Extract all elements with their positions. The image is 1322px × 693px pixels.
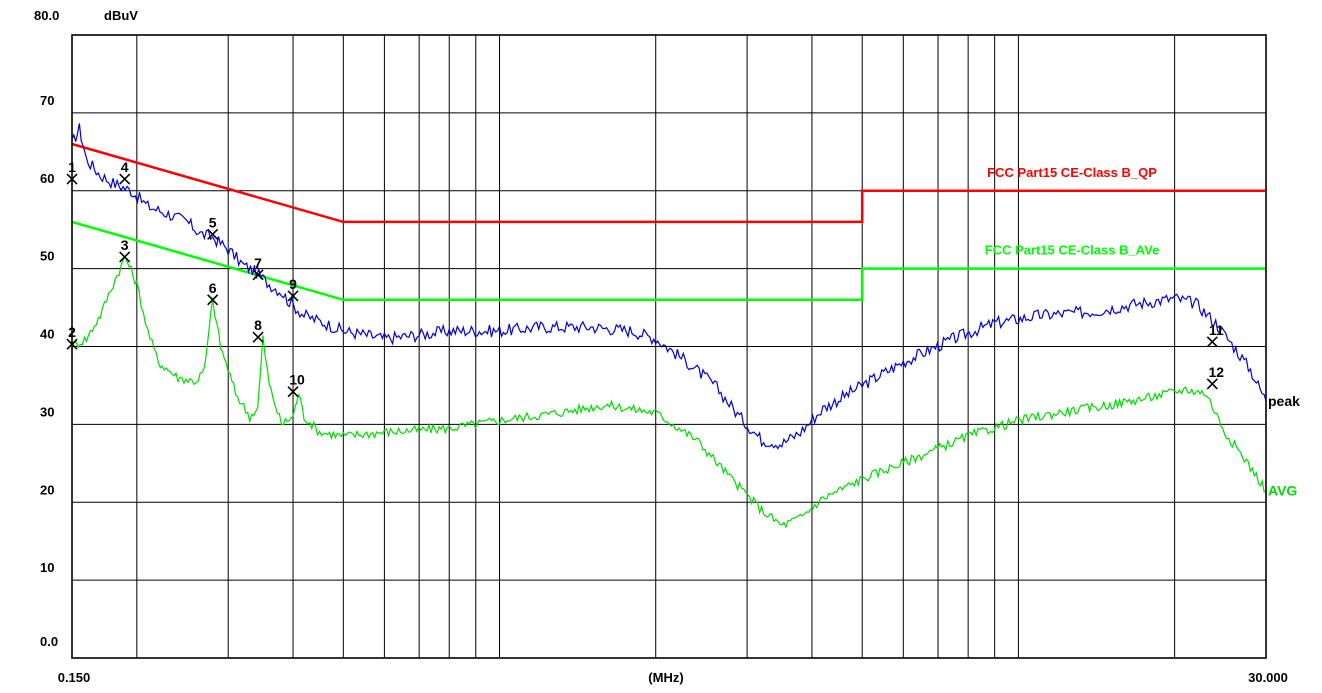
marker-label: 5	[209, 214, 217, 230]
marker-label: 6	[209, 280, 217, 296]
limit-line-qp	[72, 144, 1266, 222]
y-tick-label: 70	[40, 93, 54, 108]
limit-label-avg: FCC Part15 CE-Class B_AVe	[985, 243, 1160, 258]
x-tick-min: 0.150	[58, 670, 91, 685]
y-tick-label: 20	[40, 482, 54, 497]
marker-label: 3	[121, 237, 129, 253]
marker-label: 10	[289, 372, 305, 388]
y-unit-label: dBuV	[104, 8, 138, 23]
marker-label: 7	[254, 255, 262, 271]
limit-lines: FCC Part15 CE-Class B_QP FCC Part15 CE-Cl…	[72, 144, 1266, 300]
y-tick-label: 60	[40, 171, 54, 186]
marker-label: 12	[1209, 364, 1225, 380]
x-tick-max: 30.000	[1248, 670, 1288, 685]
marker-label: 8	[254, 317, 262, 333]
y-tick-label: 40	[40, 327, 54, 342]
marker-label: 4	[121, 159, 129, 175]
trace-avg	[72, 257, 1266, 527]
y-tick-label: 80.0	[34, 8, 59, 23]
y-tick-label: 30	[40, 404, 54, 419]
x-axis-label: (MHz)	[648, 670, 683, 685]
y-tick-label: 0.0	[40, 634, 58, 649]
limit-label-qp: FCC Part15 CE-Class B_QP	[987, 165, 1157, 180]
limit-line-avg	[72, 222, 1266, 300]
trace-label-avg: AVG	[1268, 483, 1297, 499]
marker-label: 11	[1209, 322, 1224, 338]
marker-label: 9	[289, 276, 297, 292]
y-tick-label: 50	[40, 249, 54, 264]
trace-label-peak: peak	[1268, 393, 1300, 409]
y-tick-label: 10	[40, 560, 54, 575]
